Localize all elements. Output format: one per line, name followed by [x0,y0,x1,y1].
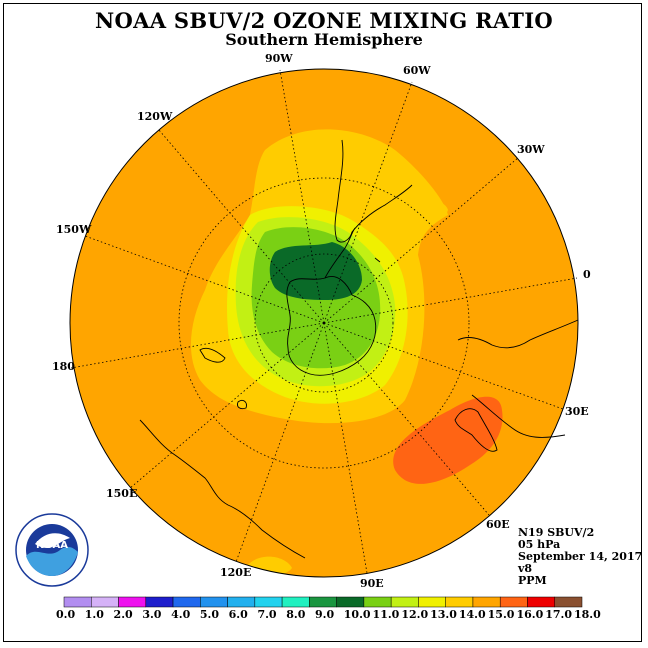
coast-new-zealand [199,347,226,363]
coast-tasmania [237,399,247,410]
figure-frame [3,3,642,642]
colorbar-swatch [554,596,583,608]
colorbar-tick-label: 7.0 [257,608,277,621]
lon-label-0: 0 [583,268,591,281]
colorbar-swatch [200,596,228,608]
coast-south-georgia [374,257,381,263]
colorbar-swatch [172,596,201,608]
lon-label-120e: 120E [220,566,252,579]
colorbar-swatch [445,596,474,608]
colorbar-tick-label: 6.0 [228,608,248,621]
colorbar-swatch [363,596,392,608]
coast-madagascar [454,408,498,452]
colorbar-tick-label: 9.0 [315,608,335,621]
colorbar-tick-label: 0.0 [56,608,76,621]
colorbar-swatch [336,596,365,608]
colorbar-tick-label: 14.0 [458,608,486,621]
info-version: v8 [518,562,533,575]
colorbar-tick-label: 16.0 [516,608,544,621]
coast-africa-tip [457,319,579,349]
coast-africa-east [471,394,566,438]
latitude-circle-inner [254,253,394,393]
colorbar-tick-label: 4.0 [171,608,191,621]
latitude-circle-mid [178,177,470,469]
coast-south-america [334,139,413,243]
colorbar-swatch [527,596,555,608]
ozone-field-gold-small [420,200,448,218]
colorbar-swatch [472,596,501,608]
noaa-logo: NOAA [15,513,89,587]
map-subtitle: Southern Hemisphere [225,30,423,49]
noaa-logo-text: NOAA [36,540,68,551]
colorbar-tick-label: 8.0 [286,608,306,621]
colorbar-tick-label: 12.0 [401,608,429,621]
map-boundary [69,68,579,578]
colorbar-tick-label: 1.0 [84,608,104,621]
colorbar-swatch [63,596,92,608]
colorbar [63,596,583,608]
lon-label-60e: 60E [486,518,510,531]
lon-label-30e: 30E [565,405,589,418]
ozone-field-darkorange [393,396,503,484]
colorbar-swatch [309,596,337,608]
lon-label-60w: 60W [403,64,431,77]
info-date: September 14, 2017 [518,550,643,563]
colorbar-swatch [499,596,528,608]
lon-label-30w: 30W [517,143,545,156]
lon-label-150e: 150E [106,487,138,500]
coast-australia [139,419,306,559]
colorbar-swatch [281,596,310,608]
lon-label-180: 180 [52,360,75,373]
lon-label-90e: 90E [360,577,384,590]
colorbar-swatch [91,596,119,608]
colorbar-swatch [254,596,283,608]
colorbar-tick-label: 5.0 [199,608,220,621]
colorbar-tick-label: 3.0 [142,608,162,621]
colorbar-swatch [227,596,256,608]
coastlines [139,139,579,559]
colorbar-swatch [145,596,174,608]
colorbar-tick-label: 11.0 [372,608,400,621]
colorbar-swatch [118,596,147,608]
info-level: 05 hPa [518,538,561,551]
coast-antarctica [286,276,377,376]
info-satellite: N19 SBUV/2 [518,526,595,539]
lon-label-90w: 90W [265,52,293,65]
map-title: NOAA SBUV/2 OZONE MIXING RATIO [95,8,553,33]
colorbar-tick-label: 18.0 [574,608,601,621]
lon-label-120w: 120W [137,110,173,123]
coast-antarctic-peninsula [324,227,356,279]
colorbar-swatch [418,596,446,608]
colorbar-tick-label: 13.0 [430,608,457,621]
colorbar-tick-label: 17.0 [545,608,573,621]
colorbar-tick-label: 10.0 [343,608,371,621]
colorbar-tick-label: 2.0 [113,608,133,621]
lon-label-150w: 150W [56,223,92,236]
colorbar-tick-label: 15.0 [487,608,515,621]
colorbar-swatch [390,596,419,608]
graticule [70,69,578,574]
info-units: PPM [518,574,547,587]
